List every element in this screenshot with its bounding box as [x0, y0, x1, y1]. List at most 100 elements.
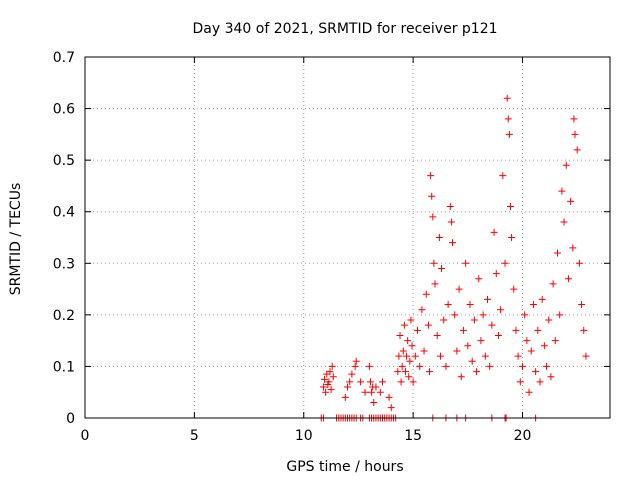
data-point: [497, 306, 505, 314]
data-point: [457, 373, 465, 381]
data-point: [379, 378, 386, 386]
x-tick-label: 15: [404, 428, 422, 444]
data-point: [549, 280, 557, 288]
data-point: [466, 301, 474, 309]
data-point: [346, 378, 354, 386]
data-points: [317, 94, 590, 422]
data-point: [372, 383, 380, 391]
x-tick-label: 0: [81, 428, 90, 444]
data-point: [395, 352, 403, 360]
data-point: [564, 275, 572, 283]
data-point: [451, 311, 459, 319]
data-point: [516, 378, 524, 386]
data-point: [429, 213, 437, 221]
data-point: [438, 264, 446, 272]
data-point: [329, 373, 337, 381]
data-point: [505, 130, 513, 138]
y-tick-label: 0.4: [53, 205, 75, 221]
data-point: [325, 378, 333, 386]
data-point: [453, 347, 461, 355]
data-point: [534, 326, 542, 334]
data-point: [411, 352, 419, 360]
data-point: [430, 259, 438, 267]
data-point: [455, 285, 463, 293]
data-point: [473, 368, 481, 376]
data-point: [366, 378, 374, 386]
x-tick-label: 5: [190, 428, 199, 444]
y-tick-label: 0: [66, 411, 75, 427]
data-point: [470, 316, 478, 324]
data-point: [351, 362, 359, 370]
data-point: [416, 362, 424, 370]
data-point: [408, 342, 416, 350]
data-point: [414, 326, 421, 334]
data-point: [510, 285, 518, 293]
data-point: [504, 115, 512, 123]
data-point: [428, 192, 436, 200]
data-point: [406, 357, 414, 365]
data-point: [545, 316, 553, 324]
data-point: [459, 326, 467, 334]
data-point: [575, 259, 583, 267]
data-point: [327, 386, 335, 394]
data-point: [376, 388, 384, 396]
y-axis-label: SRMTID / TECUs: [8, 183, 24, 296]
data-point: [328, 362, 336, 370]
data-point: [449, 239, 456, 247]
data-point: [514, 352, 522, 360]
data-point: [357, 378, 365, 386]
data-point: [447, 218, 455, 226]
data-point: [567, 197, 575, 205]
data-point: [426, 368, 434, 376]
data-point: [508, 234, 516, 241]
data-point: [484, 295, 491, 303]
data-point: [540, 342, 548, 350]
data-point: [501, 259, 509, 267]
data-point: [319, 383, 327, 391]
data-point: [519, 362, 526, 370]
data-point: [433, 331, 441, 339]
data-point: [571, 130, 579, 138]
data-point: [536, 378, 544, 386]
data-point: [481, 352, 489, 360]
data-point: [361, 388, 369, 396]
y-tick-label: 0.7: [53, 50, 75, 66]
axis-ticks: 0 5 10 15 20 0 0.1 0.2 0.3 0.4 0.5 0.6 0.7: [53, 50, 610, 444]
data-point: [403, 352, 411, 360]
data-point: [578, 301, 586, 309]
data-point: [326, 368, 334, 376]
data-point: [475, 275, 483, 283]
data-point: [512, 326, 520, 334]
data-point: [573, 146, 581, 154]
data-point: [462, 259, 470, 267]
data-point: [547, 373, 555, 381]
data-point: [407, 316, 415, 324]
data-point: [488, 321, 496, 329]
data-point: [424, 321, 432, 329]
data-point: [368, 388, 376, 396]
data-point: [492, 270, 500, 278]
data-point: [551, 337, 559, 345]
data-point: [418, 306, 426, 314]
y-tick-label: 0.1: [53, 359, 75, 375]
data-point: [442, 362, 450, 370]
data-point: [401, 368, 409, 376]
data-point: [397, 378, 405, 386]
data-point: [560, 218, 568, 226]
y-tick-label: 0.5: [53, 153, 75, 169]
data-point: [387, 404, 395, 412]
data-point: [562, 161, 570, 169]
data-point: [527, 347, 535, 355]
data-point: [525, 388, 533, 396]
grid-lines: [85, 57, 610, 418]
data-point: [422, 290, 430, 298]
data-point: [435, 234, 443, 241]
data-point: [431, 280, 439, 288]
data-point: [365, 362, 373, 370]
y-tick-label: 0.3: [53, 256, 75, 272]
y-tick-label: 0.2: [53, 308, 75, 324]
data-point: [348, 370, 356, 378]
data-point: [370, 399, 378, 407]
chart-title: Day 340 of 2021, SRMTID for receiver p12…: [192, 21, 497, 37]
